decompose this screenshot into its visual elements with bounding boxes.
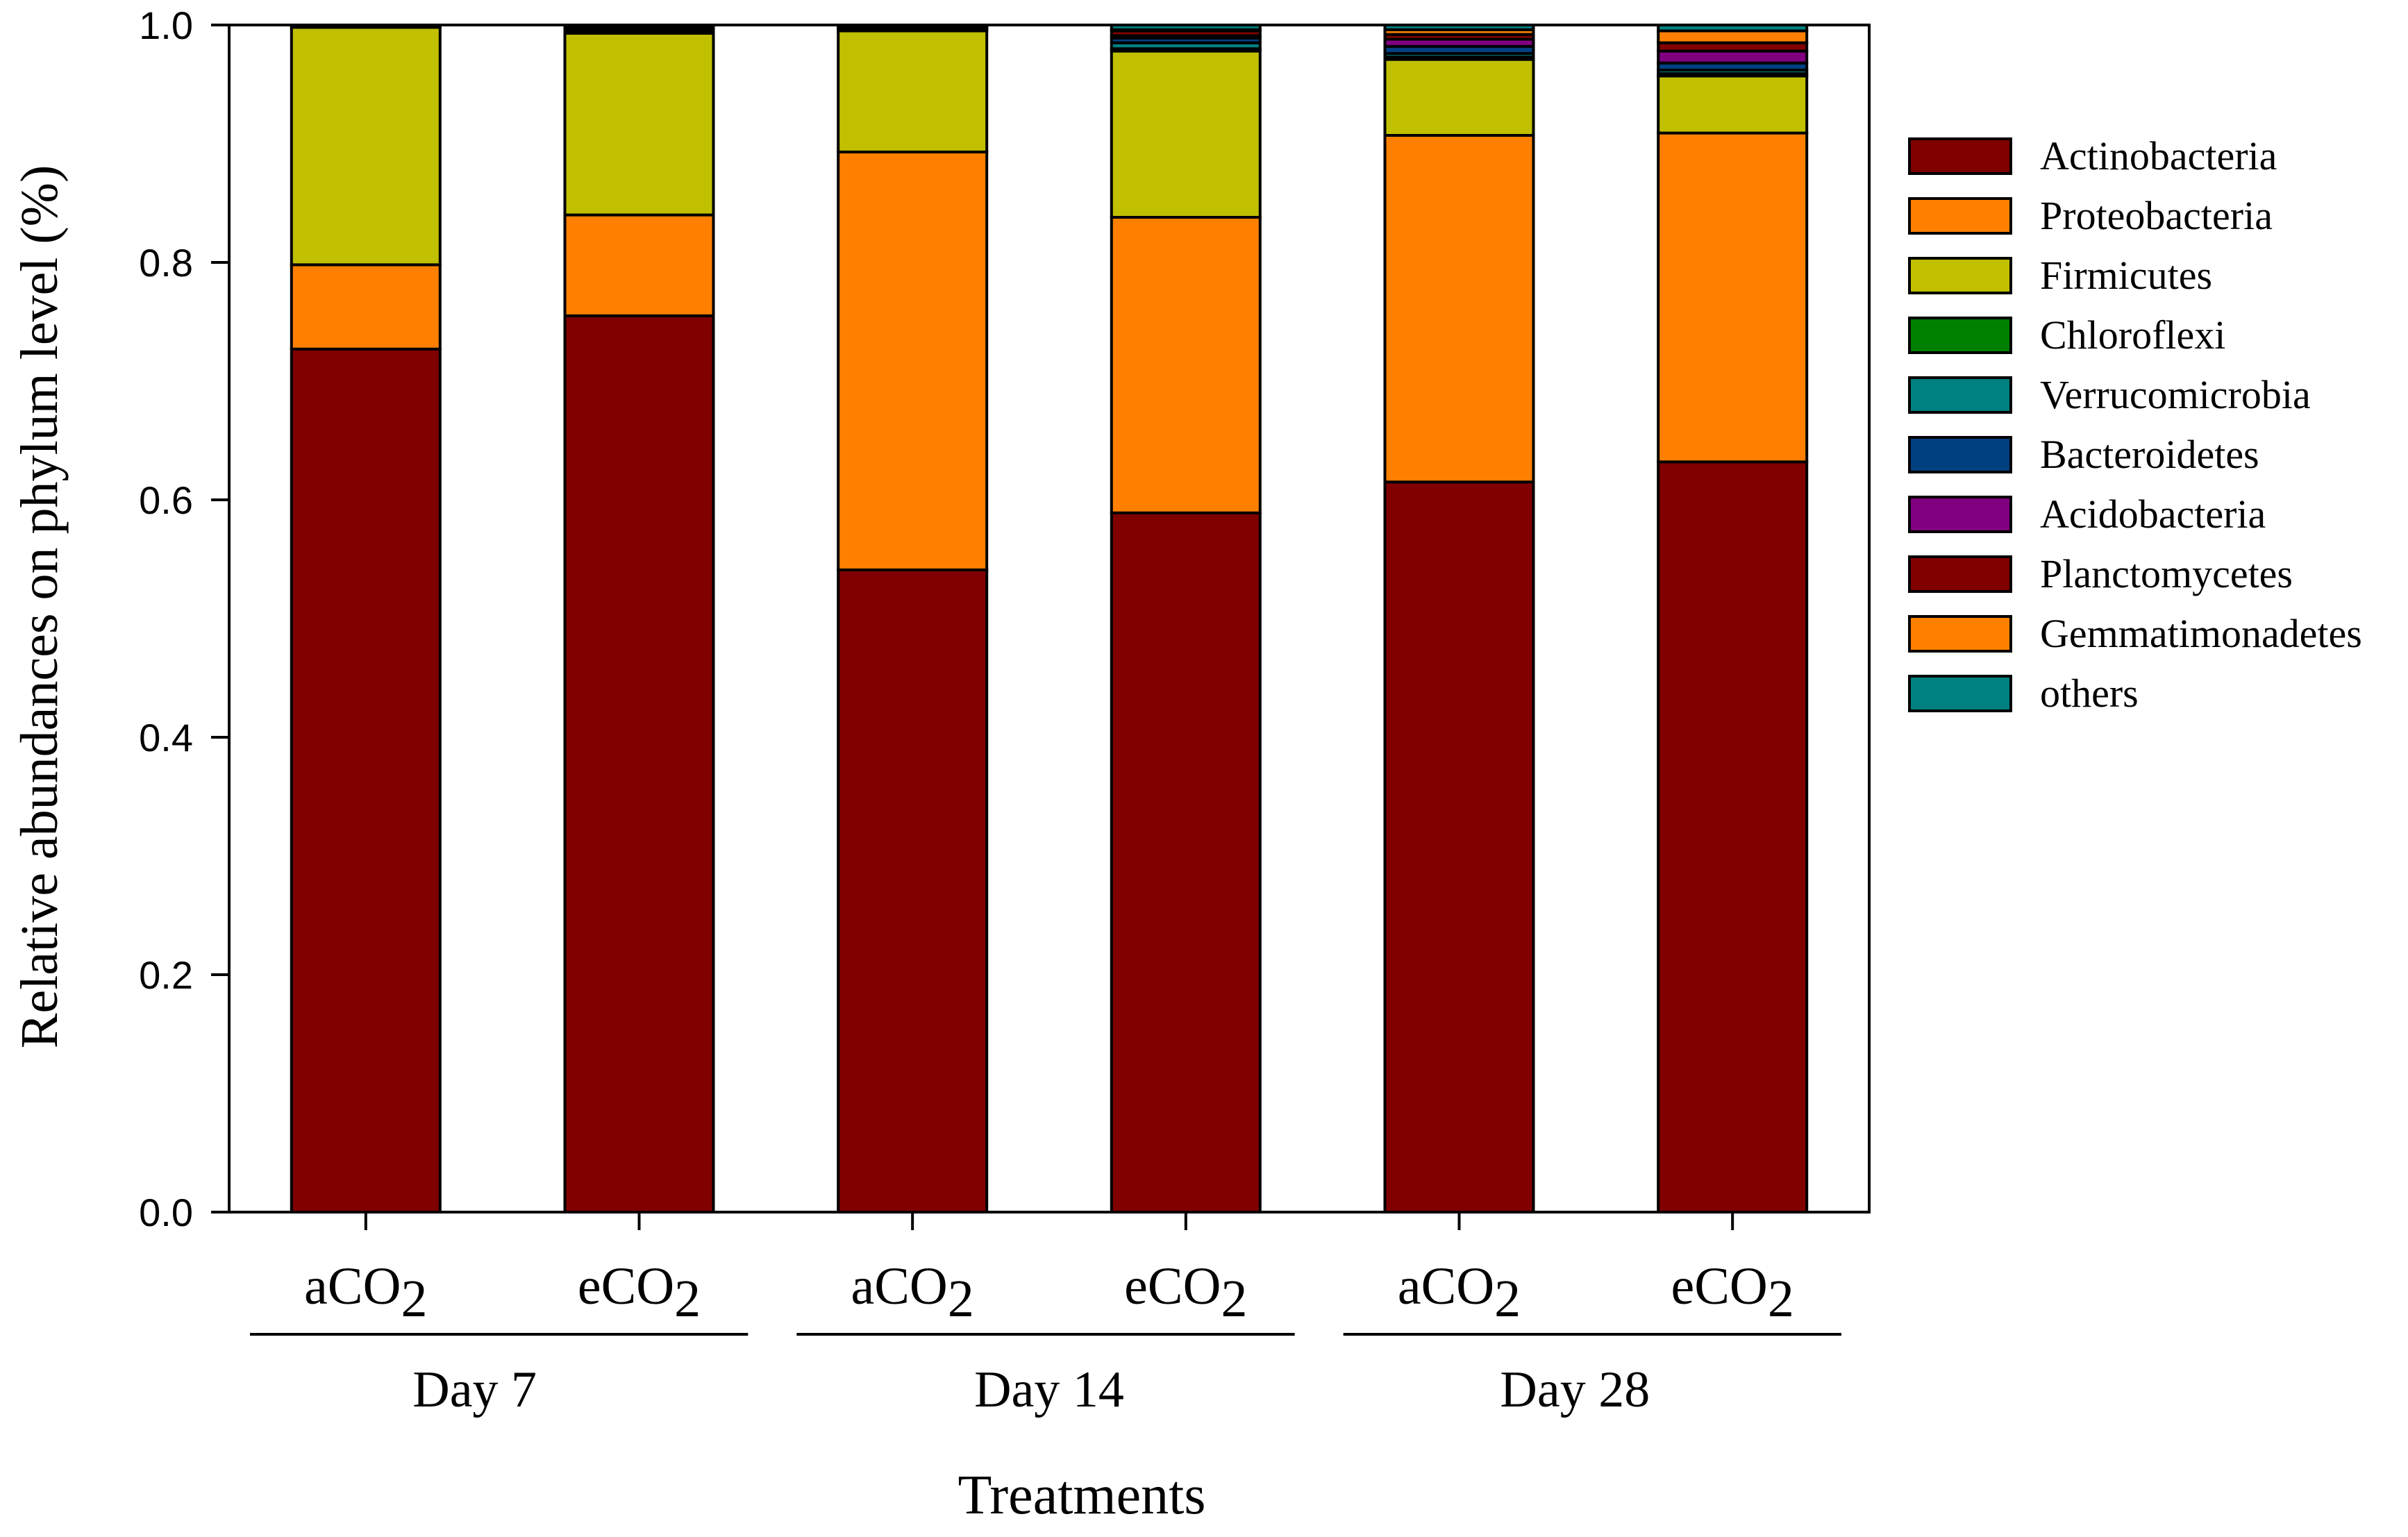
legend-item: Verrucomicrobia xyxy=(1908,372,2311,417)
x-axis-title: Treatments xyxy=(958,1465,1205,1526)
legend-item: others xyxy=(1908,671,2139,716)
bar-segment-proteobacteria xyxy=(837,151,989,571)
y-axis-title: Relative abundances on phylum level (%) xyxy=(10,165,69,1049)
legend-swatch xyxy=(1908,137,2012,175)
bar-segment-actinobacteria xyxy=(1657,460,1809,1213)
legend-item: Chloroflexi xyxy=(1908,312,2225,358)
bar-segment-proteobacteria xyxy=(1383,134,1535,484)
x-tick-label: aCO2 xyxy=(304,1257,427,1328)
bar-segment-proteobacteria xyxy=(290,263,442,351)
legend-label: Bacteroidetes xyxy=(2040,432,2259,477)
y-axis: 0.0 0.2 0.4 0.6 0.8 1.0 xyxy=(139,3,229,1234)
plot-frame xyxy=(228,24,1871,1213)
plot-area xyxy=(228,24,1871,1213)
legend-label: Actinobacteria xyxy=(2040,133,2277,178)
legend-item: Acidobacteria xyxy=(1908,492,2266,537)
legend-label: Proteobacteria xyxy=(2040,193,2273,238)
x-tick-label: eCO2 xyxy=(1671,1257,1794,1328)
legend-item: Gemmatimonadetes xyxy=(1908,611,2362,656)
bar-stack xyxy=(837,24,989,1213)
bar-stack xyxy=(1383,24,1535,1213)
bar-segment-firmicutes xyxy=(1657,74,1809,135)
legend-swatch xyxy=(1908,555,2012,593)
y-tick-label: 1.0 xyxy=(139,3,193,47)
x-tick-label: eCO2 xyxy=(1124,1257,1247,1328)
legend-label: Planctomycetes xyxy=(2040,551,2293,596)
bar-segment-actinobacteria xyxy=(1383,480,1535,1213)
legend-item: Firmicutes xyxy=(1908,253,2212,298)
legend-item: Bacteroidetes xyxy=(1908,432,2259,477)
legend-swatch xyxy=(1908,197,2012,235)
legend-item: Proteobacteria xyxy=(1908,193,2273,238)
legend-swatch xyxy=(1908,436,2012,473)
bar-segment-firmicutes xyxy=(1383,58,1535,137)
y-tick-label: 0.6 xyxy=(139,478,193,522)
legend-swatch xyxy=(1908,376,2012,414)
legend-label: Acidobacteria xyxy=(2040,492,2266,537)
legend-label: Chloroflexi xyxy=(2040,312,2225,358)
bar-segment-firmicutes xyxy=(1110,49,1262,219)
bar-stack xyxy=(290,24,442,1213)
bar-stack xyxy=(563,24,715,1213)
group-label: Day 7 xyxy=(412,1361,537,1418)
bar-segment-firmicutes xyxy=(837,29,989,153)
bar-segment-actinobacteria xyxy=(837,568,989,1213)
y-tick-label: 0.0 xyxy=(139,1191,193,1234)
bar-segment-acidobacteria xyxy=(1657,49,1809,65)
x-axis: aCO2 eCO2 aCO2 eCO2 aCO2 eCO2 Day 7 Day 14 Day 2… xyxy=(250,1212,1841,1418)
legend-swatch xyxy=(1908,317,2012,354)
x-tick-label: aCO2 xyxy=(1398,1257,1521,1328)
legend-label: others xyxy=(2040,671,2139,716)
legend-swatch xyxy=(1908,615,2012,653)
legend-swatch xyxy=(1908,496,2012,533)
legend-item: Planctomycetes xyxy=(1908,551,2293,596)
bar-segment-firmicutes xyxy=(290,26,442,267)
bar-segment-actinobacteria xyxy=(563,314,715,1213)
legend-item: Actinobacteria xyxy=(1908,133,2277,178)
bar-segment-firmicutes xyxy=(563,32,715,217)
legend-label: Firmicutes xyxy=(2040,253,2212,298)
x-tick-label: aCO2 xyxy=(851,1257,974,1328)
y-tick-label: 0.2 xyxy=(139,953,193,997)
bar-stack xyxy=(1657,24,1809,1213)
bar-segment-proteobacteria xyxy=(1110,216,1262,514)
bar-segment-proteobacteria xyxy=(563,213,715,317)
bar-stack xyxy=(1110,24,1262,1213)
legend-swatch xyxy=(1908,675,2012,712)
legend: Actinobacteria Proteobacteria Firmicutes Ch… xyxy=(1908,133,2362,716)
x-tick-label: eCO2 xyxy=(578,1257,701,1328)
bar-segment-proteobacteria xyxy=(1657,131,1809,464)
group-label: Day 14 xyxy=(974,1361,1124,1418)
y-tick-label: 0.8 xyxy=(139,241,193,285)
group-label: Day 28 xyxy=(1500,1361,1650,1418)
legend-label: Gemmatimonadetes xyxy=(2040,611,2362,656)
bar-segment-gemmatimonadetes xyxy=(1657,29,1809,44)
bar-segment-actinobacteria xyxy=(1110,511,1262,1213)
legend-swatch xyxy=(1908,257,2012,294)
bar-segment-actinobacteria xyxy=(290,347,442,1213)
y-tick-label: 0.4 xyxy=(139,716,193,759)
legend-label: Verrucomicrobia xyxy=(2040,372,2311,417)
